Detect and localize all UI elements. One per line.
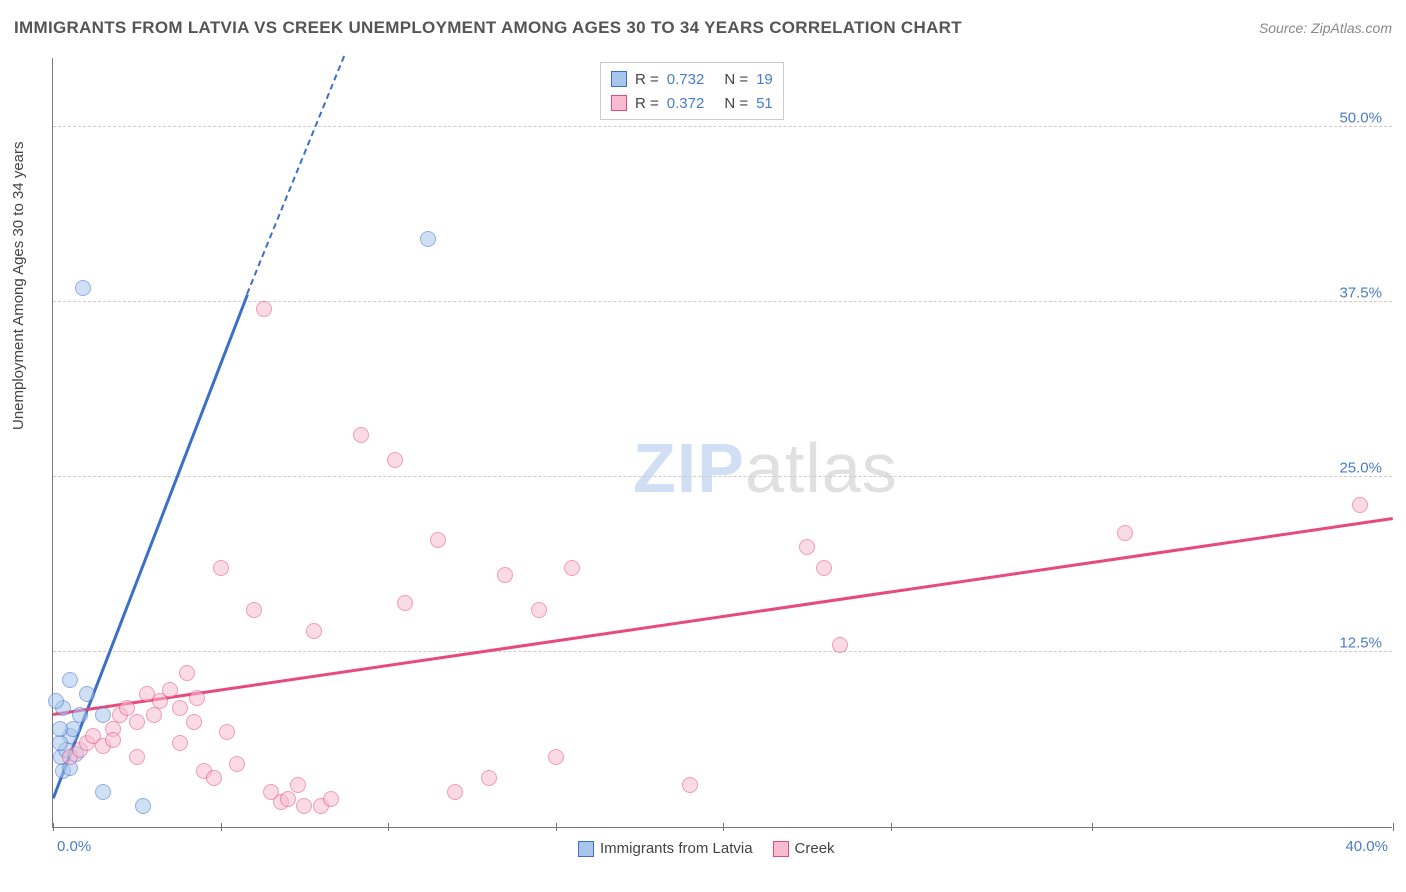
data-point — [1352, 497, 1368, 513]
watermark: ZIPatlas — [633, 428, 898, 508]
data-point — [79, 686, 95, 702]
data-point — [172, 700, 188, 716]
series-legend: Immigrants from Latvia Creek — [578, 840, 835, 857]
data-point — [256, 301, 272, 317]
y-tick-label: 37.5% — [1339, 285, 1382, 302]
data-point — [213, 560, 229, 576]
data-point — [186, 714, 202, 730]
data-point — [52, 735, 68, 751]
data-point — [246, 602, 262, 618]
chart-container: IMMIGRANTS FROM LATVIA VS CREEK UNEMPLOY… — [0, 0, 1406, 892]
legend-swatch — [611, 71, 627, 87]
data-point — [105, 732, 121, 748]
data-point — [832, 637, 848, 653]
x-tick — [723, 823, 724, 831]
data-point — [430, 532, 446, 548]
data-point — [280, 791, 296, 807]
data-point — [447, 784, 463, 800]
data-point — [481, 770, 497, 786]
data-point — [799, 539, 815, 555]
data-point — [162, 682, 178, 698]
legend-n-label: N = — [724, 71, 748, 88]
data-point — [229, 756, 245, 772]
data-point — [548, 749, 564, 765]
data-point — [397, 595, 413, 611]
x-tick — [891, 823, 892, 831]
x-tick — [53, 823, 54, 831]
legend-r-label: R = — [635, 95, 659, 112]
data-point — [172, 735, 188, 751]
data-point — [306, 623, 322, 639]
watermark-atlas: atlas — [745, 429, 898, 507]
legend-n-label: N = — [724, 95, 748, 112]
data-point — [497, 567, 513, 583]
legend-swatch — [611, 95, 627, 111]
data-point — [179, 665, 195, 681]
x-tick-label: 0.0% — [57, 838, 91, 855]
correlation-legend: R = 0.732 N = 19 R = 0.372 N = 51 — [600, 62, 784, 120]
legend-n-value: 51 — [756, 95, 773, 112]
legend-swatch — [578, 841, 594, 857]
data-point — [62, 672, 78, 688]
gridline-h — [53, 476, 1392, 477]
legend-n-value: 19 — [756, 71, 773, 88]
legend-item: Immigrants from Latvia — [578, 840, 753, 857]
data-point — [146, 707, 162, 723]
data-point — [531, 602, 547, 618]
x-tick — [388, 823, 389, 831]
watermark-zip: ZIP — [633, 429, 745, 507]
legend-item: Creek — [773, 840, 835, 857]
y-tick-label: 50.0% — [1339, 110, 1382, 127]
data-point — [75, 280, 91, 296]
chart-title: IMMIGRANTS FROM LATVIA VS CREEK UNEMPLOY… — [14, 18, 962, 38]
y-axis-label: Unemployment Among Ages 30 to 34 years — [10, 141, 27, 430]
y-tick-label: 12.5% — [1339, 635, 1382, 652]
data-point — [129, 714, 145, 730]
x-tick — [221, 823, 222, 831]
y-tick-label: 25.0% — [1339, 460, 1382, 477]
legend-r-value: 0.372 — [667, 95, 705, 112]
data-point — [816, 560, 832, 576]
legend-series-name: Creek — [795, 840, 835, 857]
data-point — [48, 693, 64, 709]
x-tick-label: 40.0% — [1345, 838, 1388, 855]
data-point — [219, 724, 235, 740]
header: IMMIGRANTS FROM LATVIA VS CREEK UNEMPLOY… — [14, 18, 1392, 38]
legend-series-name: Immigrants from Latvia — [600, 840, 753, 857]
data-point — [52, 721, 68, 737]
legend-r-label: R = — [635, 71, 659, 88]
data-point — [290, 777, 306, 793]
gridline-h — [53, 651, 1392, 652]
data-point — [135, 798, 151, 814]
legend-r-value: 0.732 — [667, 71, 705, 88]
data-point — [564, 560, 580, 576]
data-point — [387, 452, 403, 468]
gridline-h — [53, 126, 1392, 127]
x-tick — [1092, 823, 1093, 831]
data-point — [1117, 525, 1133, 541]
gridline-h — [53, 301, 1392, 302]
data-point — [95, 707, 111, 723]
data-point — [129, 749, 145, 765]
data-point — [72, 707, 88, 723]
x-tick — [1393, 823, 1394, 831]
data-point — [206, 770, 222, 786]
data-point — [323, 791, 339, 807]
legend-swatch — [773, 841, 789, 857]
x-tick — [556, 823, 557, 831]
data-point — [682, 777, 698, 793]
trendline-extrapolated — [246, 56, 345, 295]
data-point — [353, 427, 369, 443]
data-point — [119, 700, 135, 716]
data-point — [420, 231, 436, 247]
legend-row: R = 0.372 N = 51 — [611, 91, 773, 115]
source-attribution: Source: ZipAtlas.com — [1259, 20, 1392, 36]
data-point — [95, 784, 111, 800]
data-point — [296, 798, 312, 814]
data-point — [189, 690, 205, 706]
legend-row: R = 0.732 N = 19 — [611, 67, 773, 91]
plot-area: ZIPatlas 12.5%25.0%37.5%50.0%0.0%40.0%R … — [52, 58, 1392, 828]
